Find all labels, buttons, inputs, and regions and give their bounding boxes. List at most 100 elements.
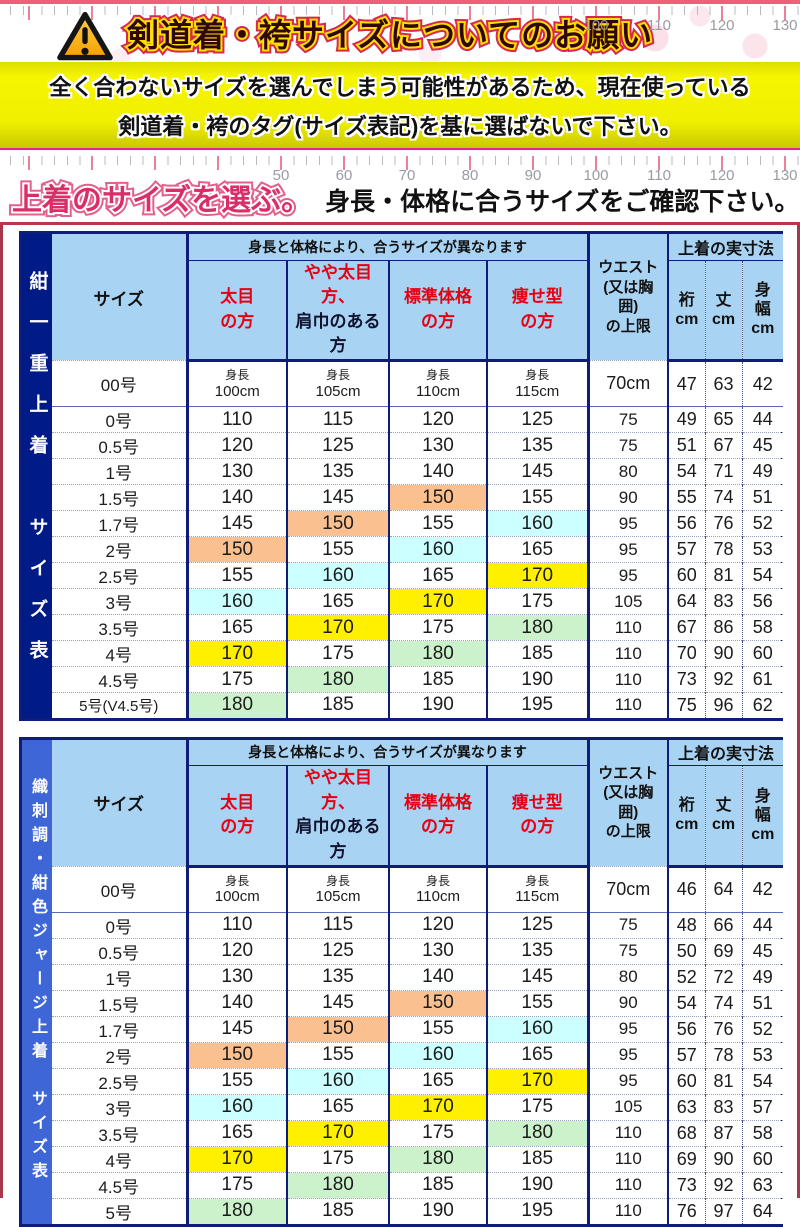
- height-cell: 110: [185, 406, 287, 433]
- height-cell: 150: [388, 484, 487, 511]
- measure-cell: 65: [704, 406, 742, 433]
- ruler-number: 100: [583, 167, 609, 184]
- height-cell: 175: [388, 614, 487, 641]
- size-table-kon-hitoe: 紺一重上着 サイズ表 サイズ 身長と体格により、合うサイズが異なります ウエスト (又は…: [19, 231, 784, 721]
- actual-size-header: 上着の実寸法: [668, 234, 784, 261]
- body-type-header: 太目 の方: [185, 260, 287, 363]
- table-row: 5号 180 185 190 195 110 76 97 64: [52, 1197, 784, 1224]
- height-cell: 125: [486, 406, 588, 433]
- measure-cell: 44: [741, 406, 784, 433]
- measure-cell: 45: [741, 432, 784, 459]
- height-cell: 160: [185, 588, 287, 615]
- table-subheader-row: 太目 の方 やや太目方、 肩巾のある方 標準体格 の方 痩せ型 の方 裄 cm 丈 cm 身幅 cm: [52, 765, 784, 868]
- height-cell: 135: [286, 458, 389, 485]
- fit-note-header: 身長と体格により、合うサイズが異なります: [187, 234, 588, 261]
- measure-cell: 60: [668, 562, 705, 589]
- height-cell: 185: [486, 1145, 588, 1173]
- size-cell: 00号: [52, 360, 189, 408]
- table-row: 1号 130 135 140 145 80 52 72 49: [52, 963, 784, 991]
- height-cell: 180: [286, 1171, 389, 1199]
- measure-cell: 52: [668, 963, 705, 991]
- height-cell: 145: [185, 510, 287, 537]
- height-cell: 145: [185, 1015, 287, 1043]
- measure-cell: 64: [741, 1197, 784, 1224]
- page-title-text: 剣道着・袴サイズについてのお願い: [127, 17, 654, 53]
- measure-cell: 60: [741, 640, 784, 667]
- measure-cell: 50: [668, 937, 705, 965]
- measure-cell: 90: [704, 640, 742, 667]
- height-cell: 180: [185, 1197, 287, 1224]
- height-cell: 170: [486, 1067, 588, 1095]
- waist-cell: 110: [586, 640, 669, 667]
- size-cell: 0.5号: [52, 432, 189, 459]
- height-cell: 125: [286, 432, 389, 459]
- height-cell: 175: [388, 1119, 487, 1147]
- waist-cell: 95: [586, 510, 669, 537]
- size-cell: 2号: [52, 1041, 189, 1069]
- table-row: 1号 130 135 140 145 80 54 71 49: [52, 458, 784, 485]
- size-cell: 2.5号: [52, 562, 189, 589]
- measure-cell: 67: [668, 614, 705, 641]
- measure-column-header: 丈 cm: [704, 765, 742, 868]
- height-cell: 180: [388, 1145, 487, 1173]
- height-cell: 140: [185, 989, 287, 1017]
- height-cell: 130: [185, 963, 287, 991]
- height-cell: 165: [286, 1093, 389, 1121]
- body-type-header: 痩せ型 の方: [486, 765, 588, 868]
- size-table-grid: サイズ 身長と体格により、合うサイズが異なります ウエスト (又は胸 囲) の上限 上着の実…: [52, 739, 784, 1224]
- measure-cell: 86: [704, 614, 742, 641]
- measure-cell: 87: [704, 1119, 742, 1147]
- table-row: 1.5号 140 145 150 155 90 55 74 51: [52, 484, 784, 511]
- height-cell: 身長 105cm: [286, 865, 389, 913]
- measure-cell: 63: [668, 1093, 705, 1121]
- height-cell: 155: [286, 1041, 389, 1069]
- measure-cell: 75: [668, 692, 705, 718]
- size-cell: 0.5号: [52, 937, 189, 965]
- ruler-number: 70: [398, 167, 416, 184]
- height-cell: 160: [185, 1093, 287, 1121]
- measure-column-header: 裄 cm: [668, 260, 705, 363]
- size-cell: 1号: [52, 963, 189, 991]
- waist-cell: 95: [586, 536, 669, 563]
- page-title: 剣道着・袴サイズについてのお願い 剣道着・袴サイズについてのお願い 剣道着・袴サ…: [123, 13, 656, 57]
- height-cell: 155: [388, 1015, 487, 1043]
- table-row: 1.7号 145 150 155 160 95 56 76 52: [52, 1015, 784, 1043]
- height-cell: 180: [286, 666, 389, 693]
- measure-cell: 78: [704, 536, 742, 563]
- measure-cell: 54: [741, 562, 784, 589]
- measure-cell: 83: [704, 1093, 742, 1121]
- size-cell: 2.5号: [52, 1067, 189, 1095]
- size-cell: 1.5号: [52, 484, 189, 511]
- measure-cell: 83: [704, 588, 742, 615]
- waist-cell: 75: [586, 432, 669, 459]
- measure-cell: 52: [741, 510, 784, 537]
- ruler-number: 130: [772, 167, 798, 184]
- waist-cell: 105: [586, 588, 669, 615]
- table-row: 1.5号 140 145 150 155 90 54 74 51: [52, 989, 784, 1017]
- height-cell: 170: [388, 588, 487, 615]
- height-cell: 165: [185, 614, 287, 641]
- body-type-header: 太目 の方: [185, 765, 287, 868]
- measure-cell: 96: [704, 692, 742, 718]
- measure-cell: 69: [704, 937, 742, 965]
- ruler-number: 110: [647, 167, 671, 184]
- measure-cell: 76: [668, 1197, 705, 1224]
- table-side-bar: 紺一重上着 サイズ表: [22, 234, 52, 718]
- measure-cell: 54: [741, 1067, 784, 1095]
- measure-cell: 66: [704, 911, 742, 939]
- ruler-number: 120: [709, 167, 735, 184]
- size-cell: 4.5号: [52, 666, 189, 693]
- divider-line: [0, 148, 800, 150]
- table-row: 4号 170 175 180 185 110 70 90 60: [52, 640, 784, 667]
- size-column-header: サイズ: [52, 234, 189, 361]
- fit-note-header: 身長と体格により、合うサイズが異なります: [187, 739, 588, 767]
- size-cell: 4号: [52, 1145, 189, 1173]
- section-badge-outline: 上着のサイズを選ぶ。: [8, 180, 315, 221]
- table-row: 0.5号 120 125 130 135 75 51 67 45: [52, 432, 784, 459]
- measure-cell: 53: [741, 536, 784, 563]
- height-cell: 170: [388, 1093, 487, 1121]
- size-cell: 5号: [52, 1197, 189, 1224]
- height-cell: 165: [486, 1041, 588, 1069]
- ruler-number: 60: [335, 167, 353, 184]
- height-cell: 165: [388, 1067, 487, 1095]
